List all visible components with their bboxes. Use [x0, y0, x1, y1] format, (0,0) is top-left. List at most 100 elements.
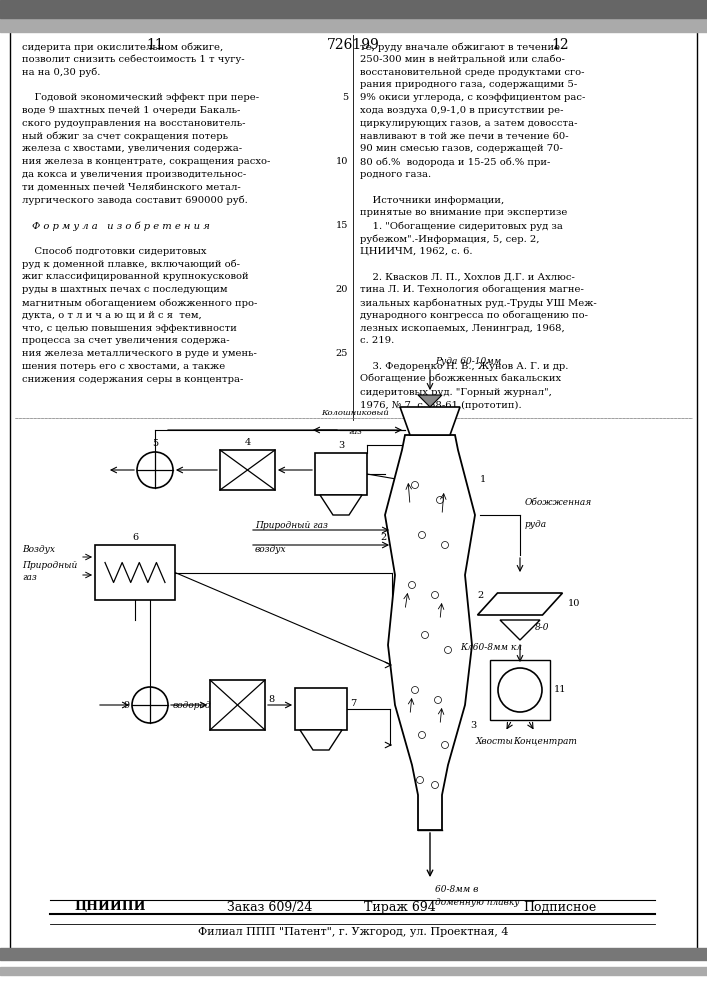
Text: ского рудоуправления на восстановитель-: ского рудоуправления на восстановитель-: [22, 119, 245, 128]
Circle shape: [137, 452, 173, 488]
Text: Обожженная: Обожженная: [525, 498, 592, 507]
Text: восстановительной среде продуктами сго-: восстановительной среде продуктами сго-: [360, 68, 585, 77]
Text: Кл60-8мм кл: Кл60-8мм кл: [460, 643, 522, 652]
Text: 11: 11: [146, 38, 164, 52]
Polygon shape: [477, 593, 563, 615]
Text: Воздух: Воздух: [22, 546, 55, 554]
Text: руд к доменной плавке, включающий об-: руд к доменной плавке, включающий об-: [22, 260, 240, 269]
Text: руды в шахтных печах с последующим: руды в шахтных печах с последующим: [22, 285, 228, 294]
Bar: [220, 450, 275, 490]
Text: 10: 10: [568, 599, 580, 608]
Text: 4: 4: [245, 438, 250, 447]
Text: навливают в той же печи в течение 60-: навливают в той же печи в течение 60-: [360, 132, 568, 141]
Text: ЦНИИЧМ, 1962, с. 6.: ЦНИИЧМ, 1962, с. 6.: [360, 247, 472, 256]
Text: 11: 11: [554, 686, 566, 694]
Text: тина Л. И. Технология обогащения магне-: тина Л. И. Технология обогащения магне-: [360, 285, 584, 294]
Text: Способ подготовки сидеритовых: Способ подготовки сидеритовых: [22, 247, 206, 256]
Text: 3: 3: [470, 720, 477, 730]
Text: 60-8мм в: 60-8мм в: [435, 885, 479, 894]
Text: принятые во внимание при экспертизе: принятые во внимание при экспертизе: [360, 208, 568, 217]
Text: ния железа в концентрате, сокращения расхо-: ния железа в концентрате, сокращения рас…: [22, 157, 270, 166]
Text: 9% окиси углерода, с коэффициентом рас-: 9% окиси углерода, с коэффициентом рас-: [360, 93, 585, 102]
Text: на на 0,30 руб.: на на 0,30 руб.: [22, 68, 100, 77]
Text: ЦНИИПИ: ЦНИИПИ: [74, 900, 146, 914]
Text: рания природного газа, содержащими 5-: рания природного газа, содержащими 5-: [360, 80, 577, 89]
Text: зиальных карбонатных руд.-Труды УШ Меж-: зиальных карбонатных руд.-Труды УШ Меж-: [360, 298, 597, 308]
Text: 1: 1: [480, 476, 486, 485]
Polygon shape: [400, 407, 460, 435]
Text: 2: 2: [381, 533, 387, 542]
Circle shape: [132, 687, 168, 723]
Text: жиг классифицированной крупнокусковой: жиг классифицированной крупнокусковой: [22, 272, 249, 281]
Text: 12: 12: [551, 38, 569, 52]
Text: 2: 2: [477, 590, 484, 599]
Text: воздух: воздух: [255, 546, 286, 554]
Text: газ: газ: [22, 572, 37, 582]
Text: те, руду вначале обжигают в течение: те, руду вначале обжигают в течение: [360, 42, 560, 51]
Text: Филиал ППП "Патент", г. Ужгород, ул. Проектная, 4: Филиал ППП "Патент", г. Ужгород, ул. Про…: [198, 927, 508, 937]
Text: да кокса и увеличения производительнос-: да кокса и увеличения производительнос-: [22, 170, 246, 179]
Text: 20: 20: [336, 285, 348, 294]
Bar: [95, 545, 175, 600]
Text: Природный: Природный: [22, 560, 77, 570]
Text: железа с хвостами, увеличения содержа-: железа с хвостами, увеличения содержа-: [22, 144, 242, 153]
Text: 2. Квасков Л. П., Хохлов Д.Г. и Ахлюс-: 2. Квасков Л. П., Хохлов Д.Г. и Ахлюс-: [360, 272, 575, 281]
Text: 726199: 726199: [327, 38, 380, 52]
Text: рубежом".-Информация, 5, сер. 2,: рубежом".-Информация, 5, сер. 2,: [360, 234, 539, 243]
Bar: [0, 967, 707, 975]
Text: Ф о р м у л а   и з о б р е т е н и я: Ф о р м у л а и з о б р е т е н и я: [32, 221, 210, 231]
Text: с. 219.: с. 219.: [360, 336, 395, 345]
Bar: [315, 453, 367, 495]
Bar: [0, 948, 707, 960]
Bar: [210, 680, 265, 730]
Text: 3. Федоренко Н. В., Жунов А. Г. и др.: 3. Федоренко Н. В., Жунов А. Г. и др.: [360, 362, 568, 371]
Text: 5: 5: [152, 439, 158, 448]
Text: шения потерь его с хвостами, а также: шения потерь его с хвостами, а также: [22, 362, 226, 371]
Text: хода воздуха 0,9-1,0 в присутствии ре-: хода воздуха 0,9-1,0 в присутствии ре-: [360, 106, 563, 115]
Text: лургического завода составит 690000 руб.: лургического завода составит 690000 руб.: [22, 196, 247, 205]
Text: водород: водород: [173, 700, 211, 710]
Text: 25: 25: [336, 349, 348, 358]
Text: Руда 60-10мм: Руда 60-10мм: [435, 358, 501, 366]
Text: дукта, о т л и ч а ю щ и й с я  тем,: дукта, о т л и ч а ю щ и й с я тем,: [22, 311, 201, 320]
Text: позволит снизить себестоимость 1 т чугу-: позволит снизить себестоимость 1 т чугу-: [22, 55, 245, 64]
Text: 1976, № 7, с. 58-61 (прототип).: 1976, № 7, с. 58-61 (прототип).: [360, 400, 522, 410]
Text: Колошниковый: Колошниковый: [321, 409, 389, 417]
Text: 15: 15: [336, 221, 348, 230]
Text: ный обжиг за счет сокращения потерь: ный обжиг за счет сокращения потерь: [22, 132, 228, 141]
Text: 250-300 мин в нейтральной или слабо-: 250-300 мин в нейтральной или слабо-: [360, 55, 565, 64]
Text: ти доменных печей Челябинского метал-: ти доменных печей Челябинского метал-: [22, 183, 241, 192]
Text: 6: 6: [132, 533, 138, 542]
Text: Природный газ: Природный газ: [255, 520, 328, 530]
Text: 10: 10: [336, 157, 348, 166]
Text: Годовой экономический эффект при пере-: Годовой экономический эффект при пере-: [22, 93, 259, 102]
Text: Источники информации,: Источники информации,: [360, 196, 504, 205]
Polygon shape: [418, 395, 442, 407]
Text: Хвосты: Хвосты: [476, 737, 514, 746]
Text: 9: 9: [123, 700, 129, 710]
Polygon shape: [320, 495, 362, 515]
Text: газ: газ: [348, 428, 362, 436]
Text: дународного конгресса по обогащению по-: дународного конгресса по обогащению по-: [360, 311, 588, 320]
Text: доменную плавку: доменную плавку: [435, 898, 520, 907]
Polygon shape: [385, 435, 475, 830]
Bar: [0, 0, 707, 18]
Text: что, с целью повышения эффективности: что, с целью повышения эффективности: [22, 324, 237, 333]
Text: 7: 7: [350, 700, 356, 708]
Text: родного газа.: родного газа.: [360, 170, 431, 179]
Text: воде 9 шахтных печей 1 очереди Бакаль-: воде 9 шахтных печей 1 очереди Бакаль-: [22, 106, 240, 115]
Text: Подписное: Подписное: [523, 900, 597, 914]
Text: Заказ 609/24: Заказ 609/24: [228, 900, 312, 914]
Circle shape: [498, 668, 542, 712]
Text: лезных ископаемых, Ленинград, 1968,: лезных ископаемых, Ленинград, 1968,: [360, 324, 565, 333]
Polygon shape: [300, 730, 342, 750]
Text: Тираж 694: Тираж 694: [364, 900, 436, 914]
Text: снижения содержания серы в концентра-: снижения содержания серы в концентра-: [22, 375, 243, 384]
Text: 80 об.%  водорода и 15-25 об.% при-: 80 об.% водорода и 15-25 об.% при-: [360, 157, 550, 167]
Text: ния железа металлического в руде и умень-: ния железа металлического в руде и умень…: [22, 349, 257, 358]
Text: процесса за счет увеличения содержа-: процесса за счет увеличения содержа-: [22, 336, 230, 345]
Text: сидеритовых руд. "Горный журнал",: сидеритовых руд. "Горный журнал",: [360, 388, 552, 397]
Text: 8: 8: [268, 696, 274, 704]
Text: Обогащение обожженных бакальских: Обогащение обожженных бакальских: [360, 375, 561, 384]
Bar: [0, 18, 707, 32]
